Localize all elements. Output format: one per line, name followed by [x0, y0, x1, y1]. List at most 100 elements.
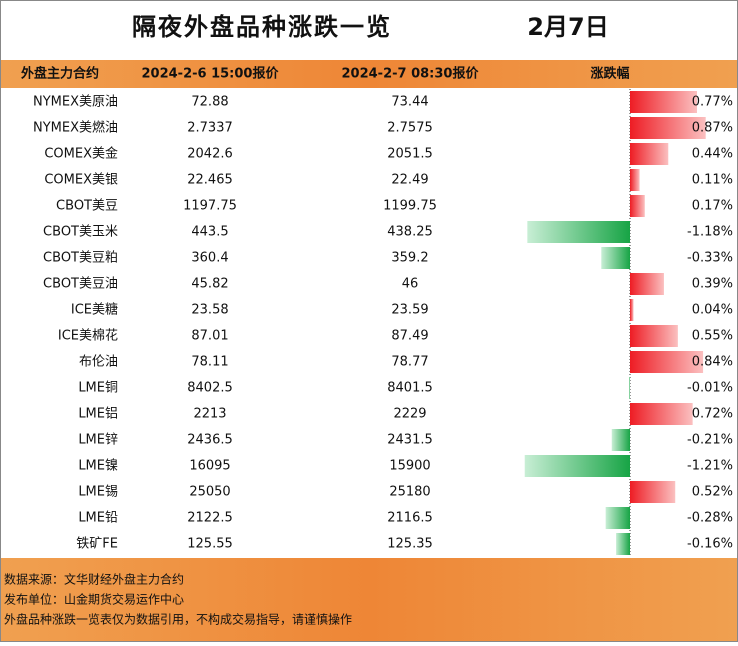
footer-band [1, 558, 737, 641]
change-label: -0.28% [687, 511, 733, 526]
change-bar [630, 117, 706, 139]
price: 2.7575 [387, 121, 433, 136]
price: 2431.5 [387, 433, 433, 448]
change-bar [630, 91, 697, 113]
price: 73.44 [391, 95, 428, 110]
price: 25050 [189, 485, 230, 500]
change-label: -0.01% [687, 381, 733, 396]
change-bar [605, 507, 630, 529]
price: 2122.5 [187, 511, 233, 526]
column-header: 2024-2-6 15:00报价 [142, 67, 280, 82]
change-label: 0.04% [692, 303, 733, 318]
price: 360.4 [191, 251, 228, 266]
date: 2月7日 [527, 13, 608, 41]
change-bar [601, 247, 630, 269]
price: 2051.5 [387, 147, 433, 162]
change-label: 0.44% [692, 147, 733, 162]
column-header: 涨跌幅 [589, 66, 629, 82]
change-label: -1.18% [687, 225, 733, 240]
contract-name: LME铝 [78, 407, 118, 422]
price: 125.35 [387, 537, 433, 552]
price: 443.5 [191, 225, 228, 240]
contract-name: COMEX美银 [44, 173, 118, 188]
change-label: 0.77% [692, 95, 733, 110]
change-label: -0.21% [687, 433, 733, 448]
price: 125.55 [187, 537, 233, 552]
price: 78.11 [191, 355, 228, 370]
change-label: 0.84% [692, 355, 733, 370]
price: 2116.5 [387, 511, 433, 526]
change-label: -1.21% [687, 459, 733, 474]
price: 359.2 [391, 251, 428, 266]
change-bar [630, 273, 664, 295]
price: 72.88 [191, 95, 228, 110]
price: 23.58 [191, 303, 228, 318]
change-label: -0.33% [687, 251, 733, 266]
contract-name: LME铅 [78, 511, 118, 526]
contract-name: NYMEX美原油 [33, 95, 118, 110]
change-label: -0.16% [687, 537, 733, 552]
price: 8402.5 [187, 381, 233, 396]
contract-name: LME锡 [78, 485, 118, 500]
price: 2042.6 [187, 147, 233, 162]
price: 1199.75 [383, 199, 437, 214]
price: 8401.5 [387, 381, 433, 396]
contract-name: NYMEX美燃油 [33, 120, 118, 136]
price: 22.465 [187, 173, 233, 188]
change-label: 0.11% [692, 173, 733, 188]
price: 87.01 [191, 329, 228, 344]
contract-name: ICE美棉花 [58, 328, 118, 344]
change-label: 0.55% [692, 329, 733, 344]
price: 22.49 [391, 173, 428, 188]
contract-name: LME铜 [78, 381, 118, 396]
price: 45.82 [191, 277, 228, 292]
contract-name: CBOT美豆油 [43, 277, 118, 292]
change-bar [611, 429, 630, 451]
change-bar [524, 455, 630, 477]
change-bar [630, 299, 634, 321]
price: 2213 [193, 407, 226, 422]
contract-name: 铁矿FE [76, 537, 118, 552]
change-label: 0.87% [692, 121, 733, 136]
contract-name: CBOT美豆 [56, 199, 118, 214]
change-bar [527, 221, 630, 243]
price: 16095 [189, 459, 230, 474]
change-bar [630, 351, 704, 373]
change-label: 0.39% [692, 277, 733, 292]
contract-name: CBOT美豆粕 [43, 251, 118, 266]
contract-name: 布伦油 [79, 355, 118, 370]
price: 25180 [389, 485, 430, 500]
price: 2.7337 [187, 121, 233, 136]
contract-name: LME镍 [78, 459, 118, 474]
change-label: 0.52% [692, 485, 733, 500]
footer-note: 数据来源：文华财经外盘主力合约 [4, 572, 184, 587]
change-bar [630, 325, 678, 347]
change-bar [630, 143, 669, 165]
price: 2229 [393, 407, 426, 422]
price: 46 [402, 277, 419, 292]
change-bar [616, 533, 630, 555]
price: 1197.75 [183, 199, 237, 214]
contract-name: ICE美糖 [71, 302, 118, 318]
price: 15900 [389, 459, 430, 474]
contract-name: LME锌 [78, 433, 118, 448]
change-bar [630, 169, 640, 191]
contract-name: CBOT美玉米 [43, 225, 118, 240]
title: 隔夜外盘品种涨跌一览 [132, 13, 392, 41]
column-header: 2024-2-7 08:30报价 [342, 67, 480, 82]
change-bar [630, 481, 676, 503]
price: 78.77 [391, 355, 428, 370]
change-bar [630, 195, 645, 217]
price: 2436.5 [187, 433, 233, 448]
price: 438.25 [387, 225, 433, 240]
change-bar [629, 377, 630, 399]
change-label: 0.72% [692, 407, 733, 422]
header-band [1, 60, 737, 88]
price: 23.59 [391, 303, 428, 318]
column-header: 外盘主力合约 [20, 66, 99, 82]
change-label: 0.17% [692, 199, 733, 214]
footer-note: 发布单位：山金期货交易运作中心 [4, 592, 184, 607]
footer-note: 外盘品种涨跌一览表仅为数据引用，不构成交易指导，请谨慎操作 [4, 612, 352, 627]
